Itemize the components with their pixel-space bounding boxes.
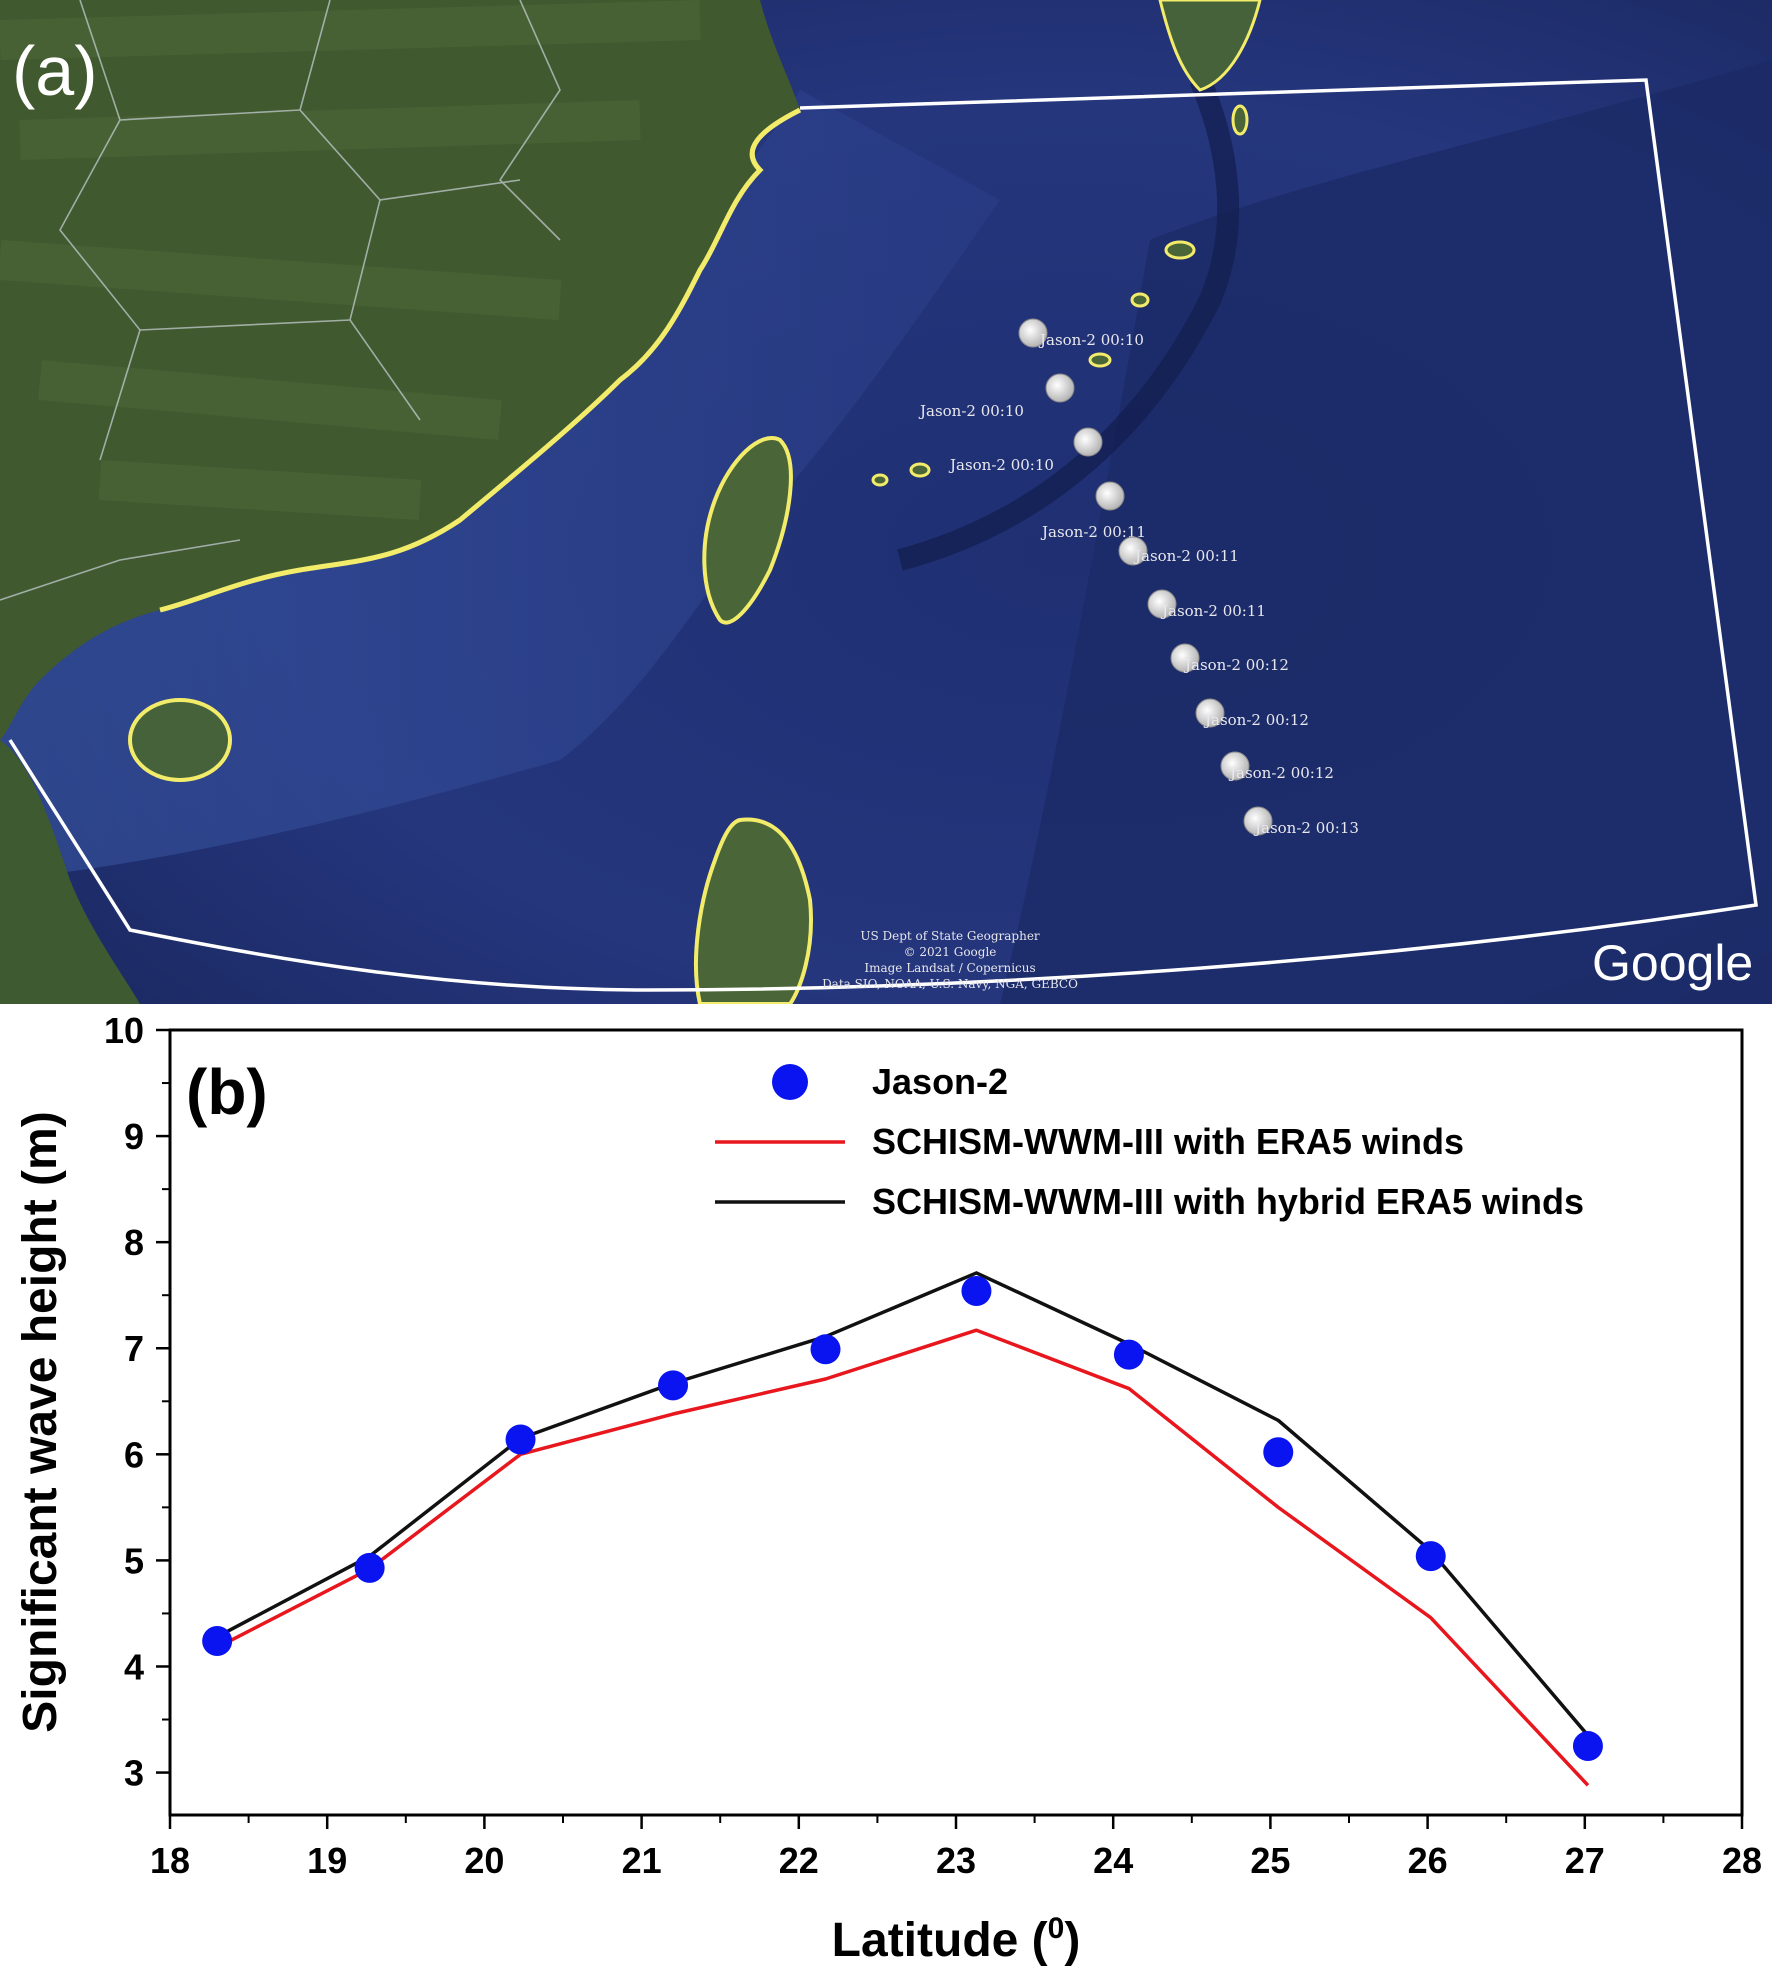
track-point-label: Jason-2 00:12 — [1203, 711, 1309, 729]
jason2-data-point — [505, 1424, 536, 1455]
track-point-label: Jason-2 00:10 — [948, 456, 1054, 474]
legend-label-jason2: Jason-2 — [872, 1061, 1008, 1102]
series-line-era5 — [216, 1328, 1590, 1787]
track-point-marker — [1220, 751, 1250, 781]
track-point-label: Jason-2 00:11 — [1160, 602, 1266, 620]
track-point-marker — [1073, 427, 1103, 457]
x-axis-title-paren-open: ( — [1032, 1914, 1048, 1967]
track-point-label: Jason-2 00:13 — [1253, 819, 1359, 837]
legend-marker-jason2 — [772, 1064, 808, 1100]
deep-basin — [1000, 60, 1772, 1004]
jason2-data-point — [961, 1275, 992, 1306]
attribution-line-1: US Dept of State Geographer — [860, 929, 1040, 943]
x-tick-label: 20 — [464, 1840, 504, 1881]
track-point-label: Jason-2 00:10 — [1038, 331, 1144, 349]
series-layer — [202, 1271, 1603, 1787]
track-point-marker — [1195, 698, 1225, 728]
luzon-island — [694, 817, 813, 1004]
jason2-data-point — [1572, 1731, 1603, 1762]
y-tick-label: 3 — [124, 1753, 144, 1794]
indochina — [0, 740, 140, 1004]
series-line-hybrid — [216, 1271, 1590, 1737]
x-tick-label: 26 — [1408, 1840, 1448, 1881]
x-tick-label: 22 — [779, 1840, 819, 1881]
jason2-data-point — [1415, 1541, 1446, 1572]
x-axis-title-text: Latitude — [832, 1914, 1032, 1967]
legend: Jason-2 SCHISM-WWM-III with ERA5 winds S… — [715, 1061, 1584, 1222]
trench — [897, 75, 1240, 571]
jason2-data-point — [202, 1626, 233, 1657]
jason2-data-point — [1113, 1339, 1144, 1370]
y-tick-label: 7 — [124, 1328, 144, 1369]
track-point-marker — [1243, 806, 1273, 836]
legend-label-era5: SCHISM-WWM-III with ERA5 winds — [872, 1121, 1464, 1162]
x-axis-title: Latitude (0) — [832, 1912, 1081, 1967]
x-axis-title-paren-close: ) — [1064, 1914, 1080, 1967]
y-axis-title: Significant wave height (m) — [14, 1111, 67, 1732]
track-point-marker — [1147, 589, 1177, 619]
track-point-marker — [1045, 373, 1075, 403]
google-logo: Google — [1592, 935, 1753, 991]
y-tick-label: 5 — [124, 1540, 144, 1581]
mainland-texture — [0, 0, 701, 520]
hainan-island — [128, 698, 232, 782]
simulation-domain-outline — [8, 78, 1758, 992]
attribution-line-3: Image Landsat / Copernicus — [864, 961, 1035, 975]
attribution-line-4: Data SIO, NOAA, U.S. Navy, NGA, GEBCO — [822, 977, 1078, 991]
x-tick-label: 19 — [307, 1840, 347, 1881]
track-point-marker — [1118, 536, 1148, 566]
y-tick-label: 8 — [124, 1222, 144, 1263]
legend-label-hybrid: SCHISM-WWM-III with hybrid ERA5 winds — [872, 1181, 1584, 1222]
kyushu — [1158, 0, 1262, 92]
chart-panel: 18 19 20 21 22 23 24 25 26 27 28 3 4 5 6 7 8 9 10 (b) Jas… — [14, 1010, 1762, 1967]
jason2-track: Jason-2 00:10 Jason-2 00:10 Jason-2 00:10 J… — [918, 318, 1359, 837]
x-tick-label: 28 — [1722, 1840, 1762, 1881]
jason2-data-point — [1263, 1437, 1294, 1468]
jason2-data-point — [658, 1370, 689, 1401]
x-tick-label: 21 — [622, 1840, 662, 1881]
x-axis-title-degree: 0 — [1048, 1912, 1065, 1945]
y-axis: 3 4 5 6 7 8 9 10 — [104, 1010, 170, 1794]
track-point-label: Jason-2 00:10 — [918, 402, 1024, 420]
track-point-label: Jason-2 00:11 — [1133, 547, 1239, 565]
x-tick-label: 18 — [150, 1840, 190, 1881]
track-point-label: Jason-2 00:12 — [1228, 764, 1334, 782]
track-point-marker — [1095, 481, 1125, 511]
jason2-data-point — [354, 1552, 385, 1583]
track-point-marker — [1018, 318, 1048, 348]
attribution-line-2: © 2021 Google — [904, 945, 997, 959]
y-tick-label: 4 — [124, 1646, 144, 1687]
x-axis: 18 19 20 21 22 23 24 25 26 27 28 — [150, 1815, 1762, 1881]
y-tick-label: 9 — [124, 1116, 144, 1157]
map-attribution: US Dept of State Geographer © 2021 Googl… — [822, 929, 1078, 991]
y-tick-label: 6 — [124, 1434, 144, 1475]
x-tick-label: 27 — [1565, 1840, 1605, 1881]
x-tick-label: 25 — [1250, 1840, 1290, 1881]
ryukyu-islands — [871, 104, 1249, 487]
jason2-data-point — [810, 1334, 841, 1365]
panel-b-label: (b) — [186, 1056, 268, 1128]
y-tick-label: 10 — [104, 1010, 144, 1051]
panel-a-label: (a) — [12, 32, 98, 110]
track-point-label: Jason-2 00:11 — [1040, 523, 1146, 541]
x-tick-label: 23 — [936, 1840, 976, 1881]
track-point-marker — [1170, 643, 1200, 673]
mainland — [0, 0, 800, 740]
province-borders — [0, 0, 561, 601]
x-tick-label: 24 — [1093, 1840, 1133, 1881]
track-point-label: Jason-2 00:12 — [1183, 656, 1289, 674]
taiwan-island — [702, 436, 793, 625]
coastline — [159, 107, 802, 613]
